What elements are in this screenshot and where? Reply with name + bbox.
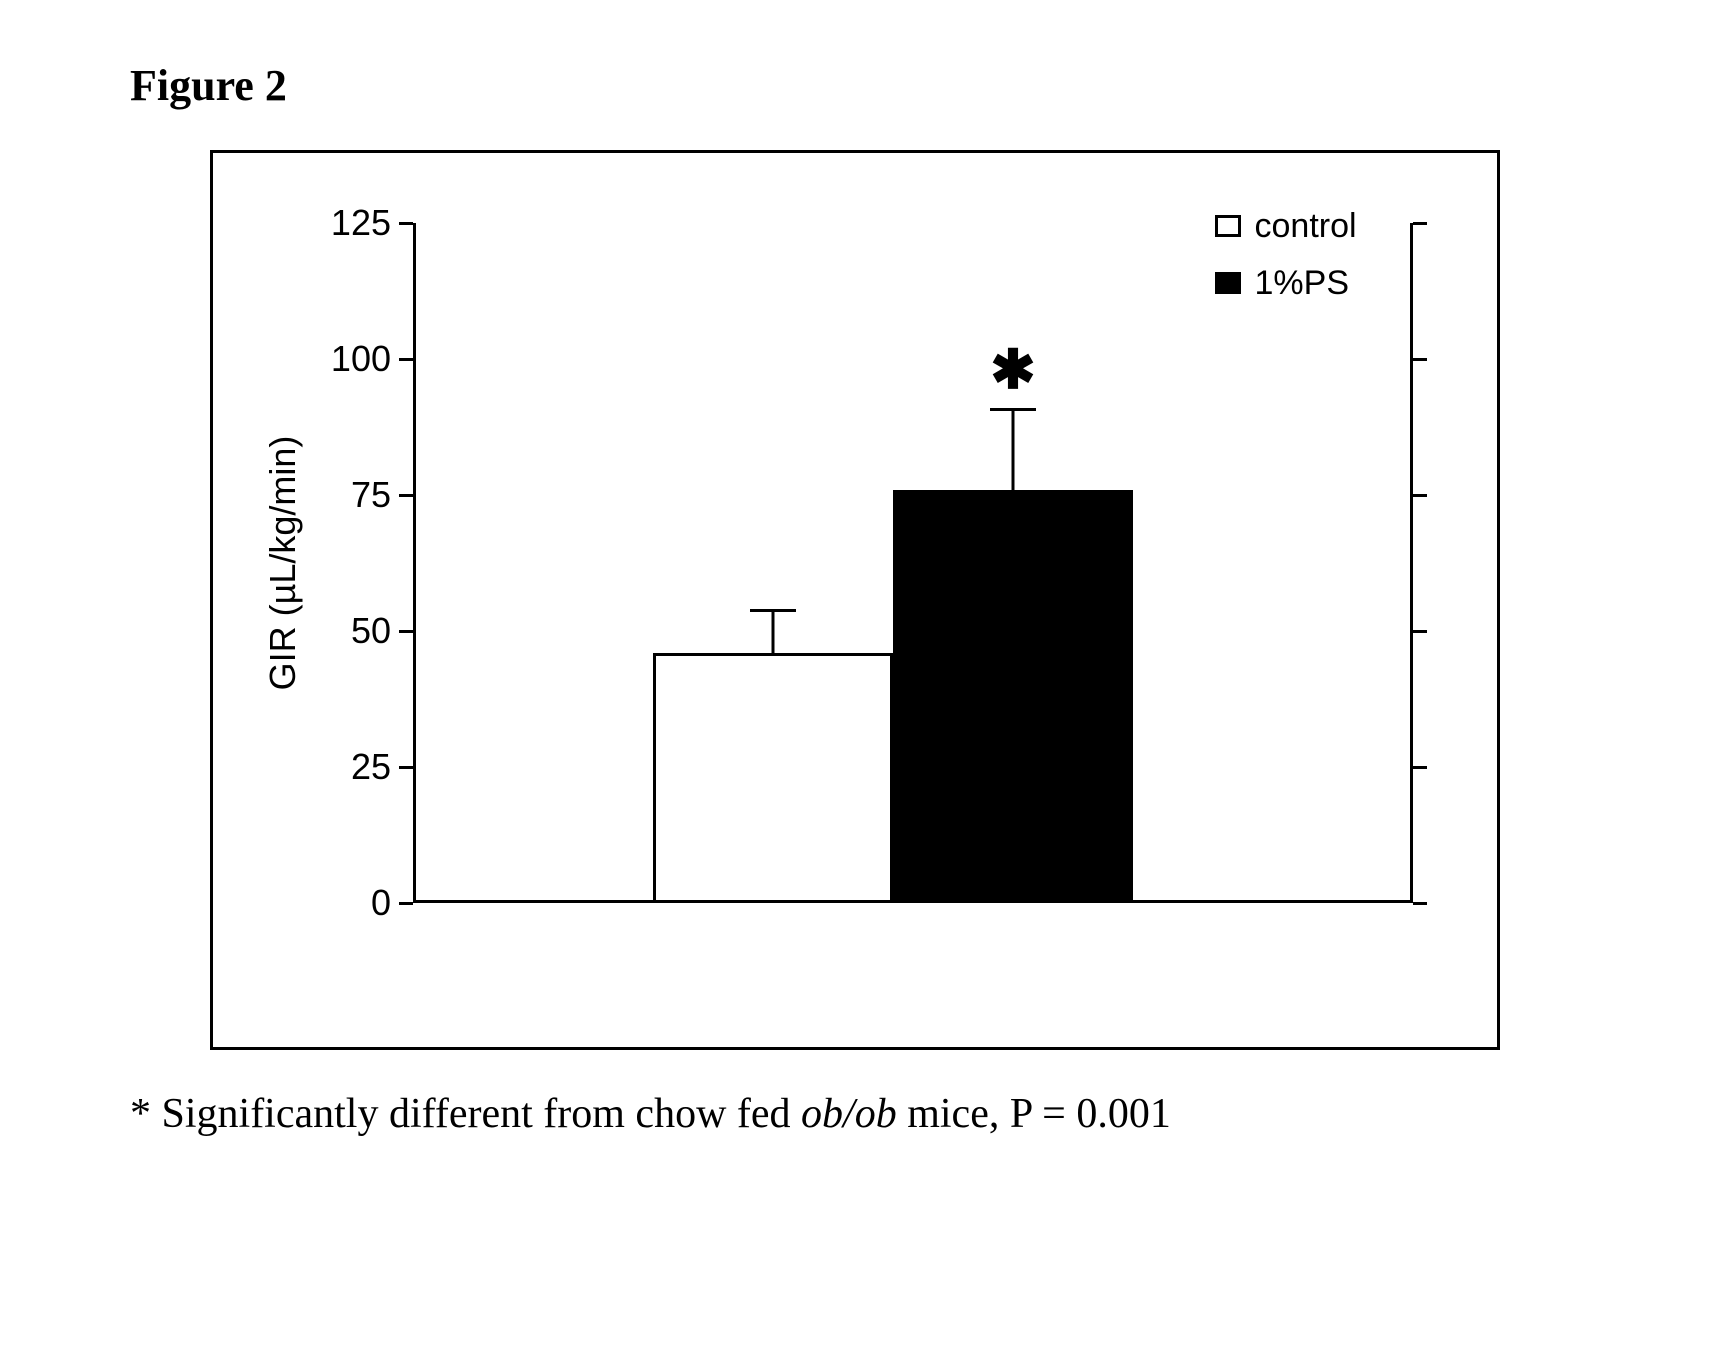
legend-swatch xyxy=(1215,272,1241,294)
y-tick-left xyxy=(399,222,413,225)
bar-ps1pct xyxy=(893,490,1133,903)
y-tick-label: 0 xyxy=(371,882,391,924)
legend-swatch xyxy=(1215,215,1241,237)
y-tick-left xyxy=(399,494,413,497)
legend-label: 1%PS xyxy=(1255,264,1350,303)
y-tick-left xyxy=(399,630,413,633)
y-tick-right xyxy=(1413,222,1427,225)
plot-area: GIR (µL/kg/min) 0255075100125✱ xyxy=(413,223,1413,903)
y-tick-label: 125 xyxy=(331,202,391,244)
y-tick-label: 100 xyxy=(331,338,391,380)
error-bar-control xyxy=(750,609,796,653)
legend: control 1%PS xyxy=(1215,207,1357,321)
y-tick-right xyxy=(1413,902,1427,905)
y-tick-right xyxy=(1413,494,1427,497)
footnote-prefix: * Significantly different from chow fed xyxy=(130,1091,801,1137)
y-tick-left xyxy=(399,766,413,769)
legend-item: 1%PS xyxy=(1215,264,1357,303)
bar-control xyxy=(653,653,893,903)
y-tick-right xyxy=(1413,766,1427,769)
error-bar-ps1pct xyxy=(990,408,1036,490)
y-tick-label: 75 xyxy=(351,474,391,516)
legend-item: control xyxy=(1215,207,1357,246)
significance-marker: ✱ xyxy=(990,343,1035,397)
y-tick-label: 25 xyxy=(351,746,391,788)
y-axis-label: GIR (µL/kg/min) xyxy=(262,436,304,691)
y-tick-label: 50 xyxy=(351,610,391,652)
footnote: * Significantly different from chow fed … xyxy=(130,1090,1171,1138)
y-tick-left xyxy=(399,358,413,361)
y-tick-right xyxy=(1413,358,1427,361)
y-tick-left xyxy=(399,902,413,905)
chart-panel: GIR (µL/kg/min) 0255075100125✱ control1%… xyxy=(210,150,1500,1050)
footnote-suffix: mice, P = 0.001 xyxy=(897,1091,1171,1137)
legend-label: control xyxy=(1255,207,1357,246)
page: Figure 2 GIR (µL/kg/min) 0255075100125✱ … xyxy=(0,0,1734,1363)
y-tick-right xyxy=(1413,630,1427,633)
footnote-italic: ob/ob xyxy=(801,1091,897,1137)
y-axis-left xyxy=(413,223,416,903)
y-axis-right xyxy=(1410,223,1413,903)
figure-title: Figure 2 xyxy=(130,60,287,111)
